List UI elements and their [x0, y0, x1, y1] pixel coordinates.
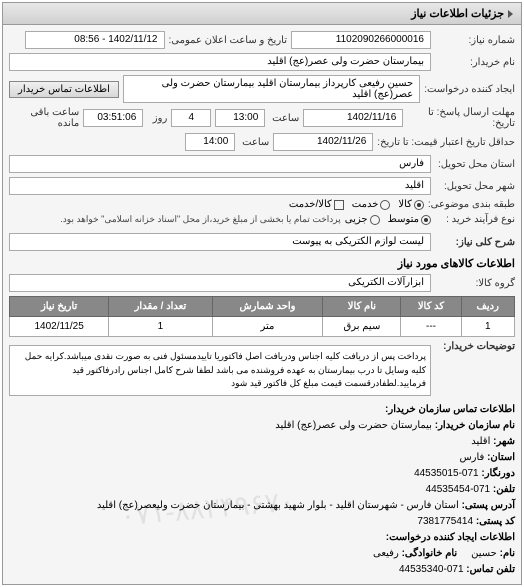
- note-box: پرداخت پس از دریافت کلیه اجناس ودریافت ا…: [9, 345, 431, 396]
- requester-label: ایجاد کننده درخواست:: [424, 84, 515, 95]
- details-panel: جزئیات اطلاعات نیاز شماره نیاز: 11020902…: [2, 2, 522, 585]
- validity-time-field: 14:00: [185, 133, 235, 151]
- table-row[interactable]: 1 --- سیم برق متر 1 1402/11/25: [10, 317, 515, 337]
- province-label: استان محل تحویل:: [435, 159, 515, 170]
- panel-body: شماره نیاز: 1102090266000016 تاریخ و ساع…: [3, 25, 521, 584]
- radio-dot-icon: [370, 215, 380, 225]
- addr-value: استان فارس - شهرستان اقلید - بلوار شهید …: [97, 500, 459, 511]
- process-note: پرداخت تمام یا بخشی از مبلغ خرید،از محل …: [60, 214, 340, 225]
- cfamily-label: نام خانوادگی:: [402, 548, 458, 559]
- creator-title: اطلاعات ایجاد کننده درخواست:: [386, 532, 515, 543]
- city-field: اقلید: [9, 177, 431, 195]
- city-label: شهر محل تحویل:: [435, 181, 515, 192]
- buyer-label: نام خریدار:: [435, 57, 515, 68]
- org-label: نام سازمان خریدار:: [435, 420, 515, 431]
- remaining-time-field: 03:51:06: [83, 109, 143, 127]
- cname-label: نام:: [500, 548, 515, 559]
- validity-date-field: 1402/11/26: [273, 133, 373, 151]
- radio-khedmat[interactable]: خدمت: [352, 199, 391, 210]
- radio-dot-icon: [380, 200, 390, 210]
- announce-label: تاریخ و ساعت اعلان عمومی:: [169, 35, 288, 46]
- org-value: بیمارستان حضرت ولی عصر(عج) اقلید: [275, 420, 432, 431]
- note-label: توضیحات خریدار:: [435, 341, 515, 352]
- cphone2-value: 071-44535454: [426, 484, 491, 495]
- group-label: گروه کالا:: [435, 278, 515, 289]
- goods-section-title: اطلاعات کالاهای مورد نیاز: [9, 257, 515, 270]
- validity-label: حداقل تاریخ اعتبار قیمت: تا تاریخ:: [377, 137, 515, 148]
- deadline-date-field: 1402/11/16: [303, 109, 403, 127]
- cell-unit: متر: [212, 317, 323, 337]
- contact-button[interactable]: اطلاعات تماس خریدار: [9, 81, 119, 98]
- postal-label: کد پستی:: [476, 516, 515, 527]
- validity-time-label: ساعت: [239, 137, 269, 148]
- cell-name: سیم برق: [323, 317, 401, 337]
- fax-value: 071-44535015: [414, 468, 479, 479]
- col-date: تاریخ نیاز: [10, 297, 109, 317]
- cprov-label: استان:: [487, 452, 515, 463]
- col-qty: تعداد / مقدار: [109, 297, 212, 317]
- panel-header: جزئیات اطلاعات نیاز: [3, 3, 521, 25]
- fax-label: دورنگار:: [481, 468, 515, 479]
- deadline-time-label: ساعت: [269, 113, 299, 124]
- cell-code: ---: [401, 317, 461, 337]
- checkbox-icon: [334, 200, 344, 210]
- ccity-label: شهر:: [493, 436, 515, 447]
- cfamily-value: رفیعی: [373, 548, 399, 559]
- cphone-label: تلفن تماس:: [466, 564, 515, 575]
- request-no-field: 1102090266000016: [291, 31, 431, 49]
- announce-field: 1402/11/12 - 08:56: [25, 31, 165, 49]
- deadline-label: مهلت ارسال پاسخ: تا تاریخ:: [407, 107, 515, 129]
- panel-title: جزئیات اطلاعات نیاز: [411, 7, 504, 20]
- cprov-value: فارس: [459, 452, 484, 463]
- cphone-value: 071-44535340: [399, 564, 464, 575]
- table-header-row: ردیف کد کالا نام کالا واحد شمارش تعداد /…: [10, 297, 515, 317]
- process-radio-group: متوسط جزیی: [345, 214, 431, 225]
- radio-minor[interactable]: جزیی: [345, 214, 380, 225]
- ccity-value: اقلید: [471, 436, 490, 447]
- cell-rownum: 1: [461, 317, 514, 337]
- buyer-field: بیمارستان حضرت ولی عصر(عج) اقلید: [9, 53, 431, 71]
- check-kala-khedmat[interactable]: کالا/خدمت: [289, 199, 344, 210]
- cphone2-label: تلفن:: [493, 484, 515, 495]
- requester-field: حسین رفیعی کارپرداز بیمارستان اقلید بیما…: [123, 75, 420, 103]
- days-field: 4: [171, 109, 211, 127]
- addr-label: آدرس پستی:: [462, 500, 515, 511]
- remaining-label: ساعت باقی مانده: [9, 107, 79, 129]
- radio-dot-icon: [414, 200, 424, 210]
- cell-date: 1402/11/25: [10, 317, 109, 337]
- deadline-time-field: 13:00: [215, 109, 265, 127]
- chevron-icon: [508, 10, 513, 18]
- category-radio-group: کالا خدمت کالا/خدمت: [289, 199, 424, 210]
- days-label: روز: [147, 113, 167, 124]
- contact-title: اطلاعات تماس سازمان خریدار:: [385, 404, 515, 415]
- radio-dot-icon: [421, 215, 431, 225]
- request-no-label: شماره نیاز:: [435, 35, 515, 46]
- postal-value: 7381775414: [417, 516, 473, 527]
- desc-label: شرح کلی نیاز:: [435, 237, 515, 248]
- process-label: نوع فرآیند خرید :: [435, 214, 515, 225]
- cname-value: حسین: [471, 548, 497, 559]
- contact-section: اطلاعات تماس سازمان خریدار: نام سازمان خ…: [9, 402, 515, 578]
- cell-qty: 1: [109, 317, 212, 337]
- group-field: ابزارآلات الکتریکی: [9, 274, 431, 292]
- desc-field: لیست لوازم الکتریکی به پیوست: [9, 233, 431, 251]
- col-unit: واحد شمارش: [212, 297, 323, 317]
- category-label: طبقه بندی موضوعی:: [428, 199, 515, 210]
- goods-table: ردیف کد کالا نام کالا واحد شمارش تعداد /…: [9, 296, 515, 337]
- col-code: کد کالا: [401, 297, 461, 317]
- radio-medium[interactable]: متوسط: [388, 214, 431, 225]
- col-row: ردیف: [461, 297, 514, 317]
- radio-kala[interactable]: کالا: [398, 199, 424, 210]
- province-field: فارس: [9, 155, 431, 173]
- col-name: نام کالا: [323, 297, 401, 317]
